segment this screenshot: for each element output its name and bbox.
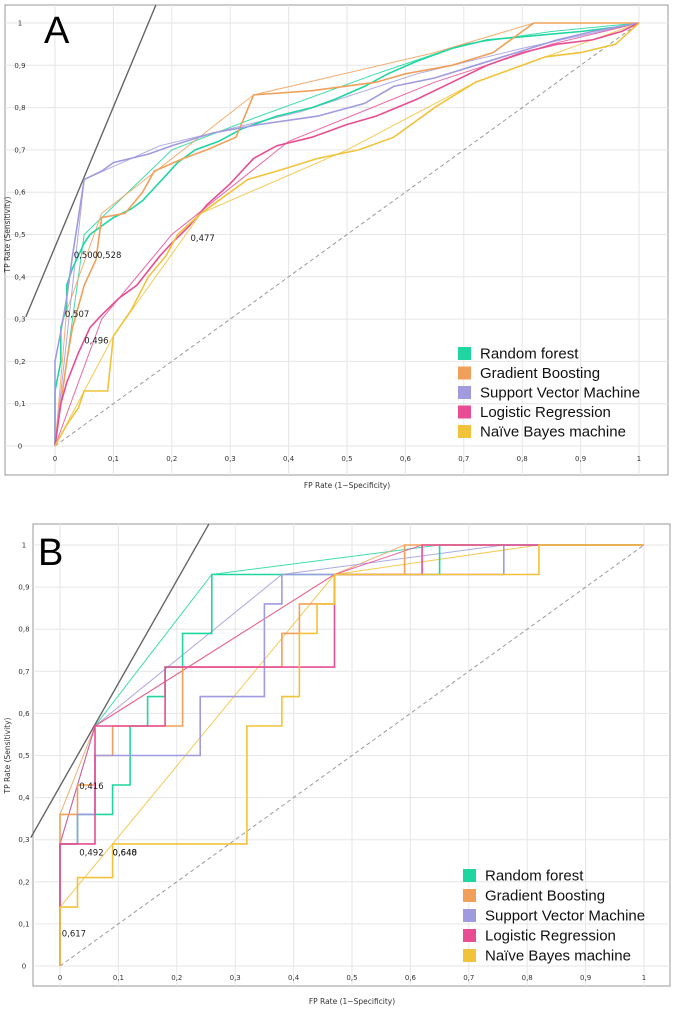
auc-annotation: 0,528 (97, 251, 121, 261)
legend-entry: Logistic Regression (480, 404, 611, 421)
plot-area (30, 523, 645, 967)
auc-annotation: 0,496 (84, 337, 108, 347)
y-axis-title: TP Rate (Sensitivity) (3, 717, 12, 794)
roc-curve-gradient-boosting (54, 22, 639, 447)
legend-entry: Random forest (485, 868, 584, 885)
chart-panel-a: 0 0,1 0,2 0,3 0,4 0,5 0,6 0,7 0,8 0,9 1 0 0,1 0,2 0,3 0… (3, 4, 669, 490)
y-tick-label: 0,3 (18, 836, 29, 844)
roc-curve-logistic-regression (54, 22, 640, 447)
legend-entry: Support Vector Machine (485, 908, 645, 925)
legend-entry: Gradient Boosting (480, 365, 600, 382)
panel-letter: A (44, 10, 70, 52)
x-tick-label: 0,8 (517, 455, 528, 463)
x-tick-label: 1 (637, 455, 641, 463)
x-tick-label: 0,7 (458, 455, 469, 463)
x-axis-title: FP Rate (1−Specificity) (309, 997, 395, 1006)
y-axis-title: TP Rate (Sensitivity) (3, 196, 12, 273)
auc-annotation: 0,492 (79, 849, 103, 859)
tangent-line (25, 5, 157, 318)
x-tick-label: 0 (58, 974, 62, 982)
reference-diagonal (59, 544, 645, 967)
y-tick-label: 0,9 (14, 62, 25, 70)
y-tick-label: 1 (18, 20, 22, 28)
x-tick-label: 0,9 (580, 974, 591, 982)
y-tick-label: 0,2 (18, 878, 29, 886)
x-tick-label: 0,8 (522, 974, 533, 982)
x-tick-label: 0,3 (225, 455, 236, 463)
roc-curve-logistic-regression (59, 544, 644, 966)
x-tick-label: 0,9 (575, 455, 586, 463)
y-tick-label: 0,7 (14, 146, 25, 154)
reference-diagonal (54, 22, 640, 447)
legend-swatch (458, 347, 471, 360)
x-tick-label: 0,5 (346, 974, 357, 982)
legend-entry: Gradient Boosting (485, 888, 605, 905)
y-tick-label: 0,4 (18, 794, 30, 802)
x-tick-label: 0,2 (166, 455, 177, 463)
y-tick-label: 0,1 (18, 920, 29, 928)
x-tick-label: 0 (53, 455, 57, 463)
roc-curve-support-vector-machine (54, 22, 640, 446)
y-tick-label: 0,8 (18, 626, 29, 634)
panel-letter: B (38, 532, 63, 574)
y-tick-label: 1 (22, 542, 26, 550)
legend-entry: Support Vector Machine (480, 385, 640, 402)
legend-swatch (463, 949, 476, 962)
legend-swatch (458, 386, 471, 399)
x-tick-label: 0,5 (341, 455, 352, 463)
legend-swatch (458, 366, 471, 380)
x-tick-label: 0,1 (108, 455, 119, 463)
y-tick-label: 0,2 (14, 358, 25, 366)
y-tick-label: 0,8 (14, 104, 25, 112)
roc-hull-logistic-regression (54, 22, 640, 447)
roc-curve-random-forest (54, 22, 640, 446)
auc-annotation: 0,416 (79, 782, 103, 792)
legend-swatch (458, 425, 471, 438)
x-tick-label: 0,4 (288, 974, 300, 982)
y-tick-label: 0,5 (14, 231, 25, 239)
legend-entry: Naïve Bayes machine (480, 424, 626, 441)
legend-entry: Naïve Bayes machine (485, 948, 631, 965)
legend-swatch (463, 869, 476, 882)
auc-annotation: 0,648 (113, 849, 137, 859)
y-tick-label: 0,6 (18, 710, 30, 718)
auc-annotation: 0,500 (74, 251, 98, 261)
auc-annotation: 0,640 (113, 849, 137, 859)
auc-annotation: 0,477 (190, 234, 214, 244)
auc-annotation: 0,617 (62, 930, 86, 940)
plot-frame (4, 4, 669, 476)
legend-entry: Logistic Regression (485, 928, 616, 945)
y-tick-label: 0,6 (14, 189, 26, 197)
legend-swatch (463, 909, 476, 922)
tangent-line (30, 523, 210, 838)
chart-panel-b: 0 0,1 0,2 0,3 0,4 0,5 0,6 0,7 0,8 0,9 1 0 0,1 0,2 0,3 0… (3, 523, 671, 1006)
legend-entry: Random forest (480, 346, 579, 363)
y-tick-label: 0,7 (18, 668, 29, 676)
y-tick-label: 0,5 (18, 752, 29, 760)
roc-curve-na-ve-bayes-machine (54, 22, 640, 447)
legend-swatch (458, 405, 471, 419)
y-tick-label: 0 (22, 963, 26, 971)
x-tick-label: 0,6 (405, 974, 417, 982)
y-tick-label: 0,3 (14, 316, 25, 324)
legend-swatch (463, 889, 476, 902)
x-tick-label: 0,7 (463, 974, 474, 982)
auc-annotation: 0,507 (65, 310, 89, 320)
x-tick-label: 0,3 (230, 974, 241, 982)
x-tick-label: 0,4 (283, 455, 295, 463)
x-axis-title: FP Rate (1−Specificity) (304, 481, 390, 490)
x-tick-label: 0,1 (113, 974, 124, 982)
y-tick-label: 0,1 (14, 400, 25, 408)
y-tick-label: 0,4 (14, 273, 26, 281)
y-tick-label: 0 (18, 443, 22, 451)
x-tick-label: 1 (642, 974, 646, 982)
y-tick-label: 0,9 (18, 584, 29, 592)
x-tick-label: 0,6 (400, 455, 412, 463)
plot-area (25, 5, 640, 447)
roc-curve-na-ve-bayes-machine (59, 544, 644, 966)
legend-swatch (463, 929, 476, 942)
x-tick-label: 0,2 (171, 974, 182, 982)
